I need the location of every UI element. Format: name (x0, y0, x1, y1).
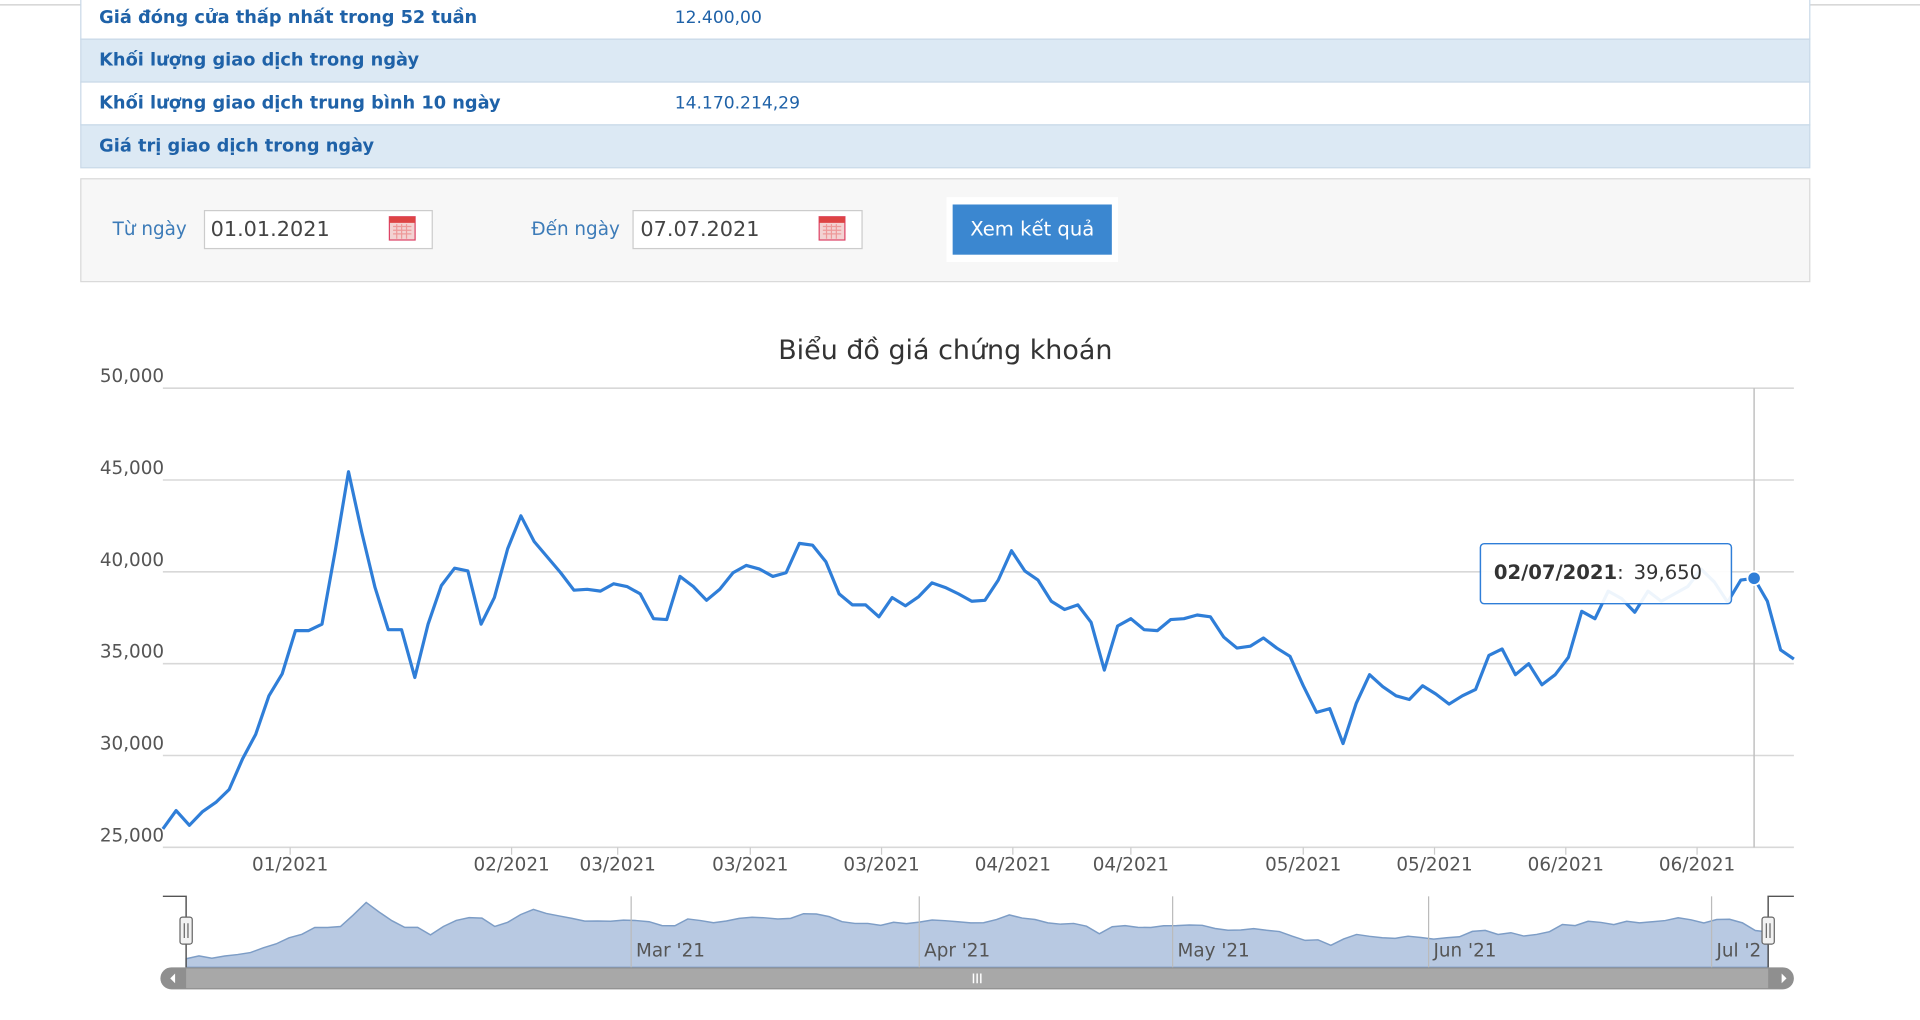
handle-grip (1765, 923, 1771, 938)
table-row (80, 124, 1811, 169)
navigator-handle[interactable] (1761, 916, 1775, 945)
x-tick-label: 03/2021 (580, 855, 656, 876)
x-tick-label: 06/2021 (1528, 855, 1604, 876)
button-label: Xem kết quả (970, 218, 1094, 241)
row-label: Khối lượng giao dịch trong ngày (99, 50, 419, 71)
y-tick-label: 35,000 (100, 642, 164, 663)
from-value: 01.01.2021 (211, 217, 330, 241)
navigator-label: Apr '21 (924, 940, 990, 961)
tooltip: 02/07/2021: 39,650 (1479, 542, 1733, 605)
calendar-icon[interactable] (388, 216, 416, 241)
price-line (161, 470, 1795, 830)
to-label: Đến ngày (531, 219, 620, 240)
tooltip-box (1479, 542, 1733, 605)
row-value: 14.170.214,29 (675, 93, 800, 113)
x-tick-label: 05/2021 (1265, 855, 1341, 876)
y-tick-label: 25,000 (100, 825, 164, 846)
tooltip-text: 02/07/2021: 39,650 (1494, 561, 1702, 584)
navigator-area (185, 901, 1769, 969)
submit-button[interactable] (952, 204, 1112, 255)
y-tick-label: 40,000 (100, 550, 164, 571)
y-tick-label: 45,000 (100, 458, 164, 479)
row-value: 12.400,00 (675, 8, 762, 28)
tooltip-date: 02/07/2021 (1494, 561, 1617, 584)
chart: 25,000 30,000 35,000 40,000 45,000 50,000 01/2… (100, 366, 1795, 990)
x-tick-label: 04/2021 (975, 855, 1051, 876)
handle-grip (183, 923, 189, 938)
scroll-right[interactable] (1781, 973, 1787, 984)
to-value: 07.07.2021 (640, 217, 759, 241)
calendar-icon[interactable] (818, 216, 846, 241)
x-tick-label: 04/2021 (1093, 855, 1169, 876)
row-label: Khối lượng giao dịch trung bình 10 ngày (99, 92, 501, 113)
x-tick-label: 02/2021 (473, 855, 549, 876)
navigator-handle[interactable] (179, 916, 193, 945)
x-tick-label: 05/2021 (1396, 855, 1472, 876)
filter-panel (80, 178, 1811, 283)
scroll-left[interactable] (170, 973, 176, 984)
y-tick-label: 50,000 (100, 366, 164, 387)
tooltip-value: 39,650 (1634, 561, 1703, 584)
navigator-label: Jun '21 (1433, 940, 1497, 961)
row-label: Giá trị giao dịch trong ngày (99, 136, 374, 156)
hover-point (1746, 570, 1762, 586)
x-tick-label: 03/2021 (843, 855, 919, 876)
tooltip-separator: : (1617, 561, 1624, 584)
from-label: Từ ngày (112, 219, 187, 240)
navigator-label: Mar '21 (636, 940, 705, 961)
x-tick-label: 06/2021 (1659, 855, 1735, 876)
x-tick-label: 01/2021 (252, 855, 328, 876)
row-label: Giá đóng cửa thấp nhất trong 52 tuần (99, 7, 477, 28)
chart-title: Biểu đồ giá chứng khoán (778, 335, 1112, 366)
navigator-label: Jul '2 (1715, 940, 1761, 961)
x-tick-label: 03/2021 (712, 855, 788, 876)
navigator-label: May '21 (1178, 940, 1250, 961)
info-table: Giá đóng cửa thấp nhất trong 52 tuần 12.4… (80, 0, 1811, 169)
scroll-grip (972, 973, 982, 984)
table-row (80, 0, 1811, 40)
table-row (80, 38, 1811, 83)
y-tick-label: 30,000 (100, 733, 164, 754)
